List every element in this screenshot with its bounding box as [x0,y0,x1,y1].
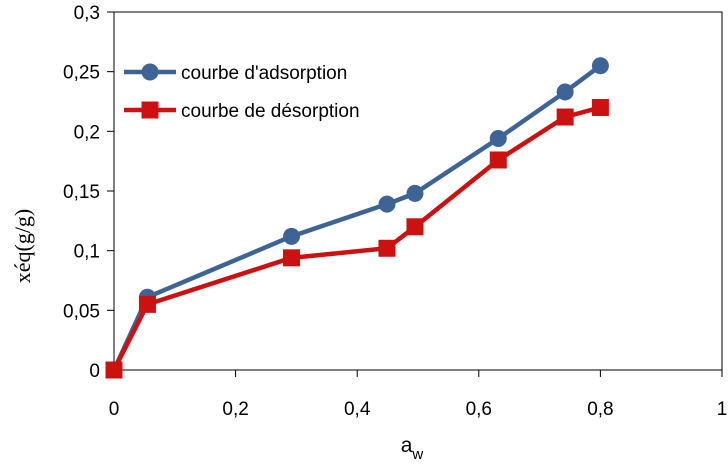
legend-label: courbe de désorption [181,101,360,122]
data-point [283,227,301,245]
x-tick-label: 0,2 [222,399,248,420]
y-tick-label: 0,25 [63,63,100,84]
data-point [406,184,424,202]
series-desorption [105,98,609,379]
legend: courbe d'adsorption courbe de désorption [124,63,360,122]
data-point [105,361,123,379]
x-axis-label-subscript: w [411,446,423,463]
data-point [138,295,156,313]
y-tick-label: 0 [89,361,100,382]
legend-entry: courbe de désorption [124,101,360,122]
data-point [556,108,574,126]
x-tick-label: 0,4 [344,399,371,420]
series-line [111,63,602,371]
x-axis-label-main: a [401,434,413,457]
data-point [489,129,507,147]
data-point [283,249,301,267]
y-tick-label: 0,15 [63,182,100,203]
axes: 0 0,05 0,1 0,15 0,2 0,25 0,3 0 0,2 0,4 0,6 0,8 1 [63,3,727,420]
data-point [378,239,396,257]
y-axis-label: xéq(g/g) [10,209,35,284]
legend-label: courbe d'adsorption [181,63,347,84]
x-axis-label: aw [401,434,424,463]
legend-swatch-marker [141,63,159,81]
data-point [378,195,396,213]
data-point [489,151,507,169]
series-layer [105,57,609,379]
y-tick-label: 0,2 [74,122,100,143]
data-point [591,98,609,116]
x-tick-label: 0 [109,399,120,420]
y-tick-label: 0,3 [74,3,100,24]
x-tick-label: 1 [717,399,728,420]
y-tick-label: 0,05 [63,301,100,322]
data-point [591,57,609,75]
data-point [406,218,424,236]
legend-swatch-marker [141,101,159,119]
x-tick-label: 0,8 [587,399,613,420]
series-line [111,105,601,372]
y-tick-label: 0,1 [74,242,100,263]
x-tick-label: 0,6 [466,399,492,420]
data-point [556,83,574,101]
legend-entry: courbe d'adsorption [124,63,347,84]
